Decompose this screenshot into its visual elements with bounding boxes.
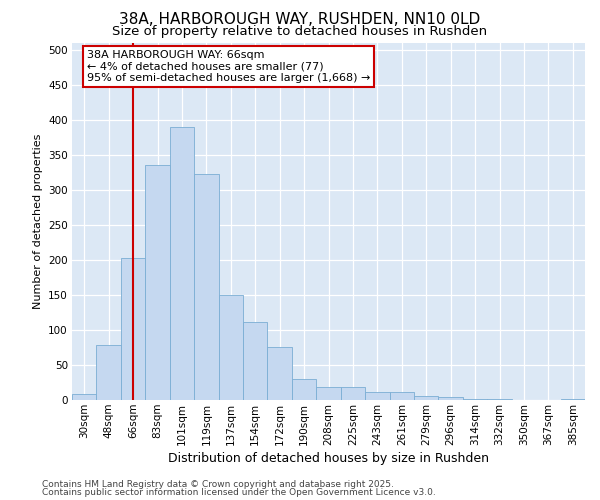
Bar <box>268 348 292 400</box>
Text: 38A, HARBOROUGH WAY, RUSHDEN, NN10 0LD: 38A, HARBOROUGH WAY, RUSHDEN, NN10 0LD <box>119 12 481 28</box>
Bar <box>365 392 389 400</box>
Bar <box>341 388 365 400</box>
Bar <box>316 388 341 400</box>
Bar <box>439 397 463 400</box>
Bar <box>218 295 243 400</box>
Bar <box>243 322 268 400</box>
Bar <box>414 396 439 400</box>
Bar <box>389 392 414 400</box>
Bar <box>97 346 121 400</box>
Bar <box>72 394 97 400</box>
Bar <box>121 258 145 400</box>
Bar <box>170 126 194 400</box>
Text: 38A HARBOROUGH WAY: 66sqm
← 4% of detached houses are smaller (77)
95% of semi-d: 38A HARBOROUGH WAY: 66sqm ← 4% of detach… <box>86 50 370 82</box>
Bar <box>145 165 170 400</box>
Text: Contains public sector information licensed under the Open Government Licence v3: Contains public sector information licen… <box>42 488 436 497</box>
Y-axis label: Number of detached properties: Number of detached properties <box>32 134 43 309</box>
Bar <box>292 379 316 400</box>
Bar <box>194 174 218 400</box>
X-axis label: Distribution of detached houses by size in Rushden: Distribution of detached houses by size … <box>168 452 489 465</box>
Text: Size of property relative to detached houses in Rushden: Size of property relative to detached ho… <box>112 25 488 38</box>
Text: Contains HM Land Registry data © Crown copyright and database right 2025.: Contains HM Land Registry data © Crown c… <box>42 480 394 489</box>
